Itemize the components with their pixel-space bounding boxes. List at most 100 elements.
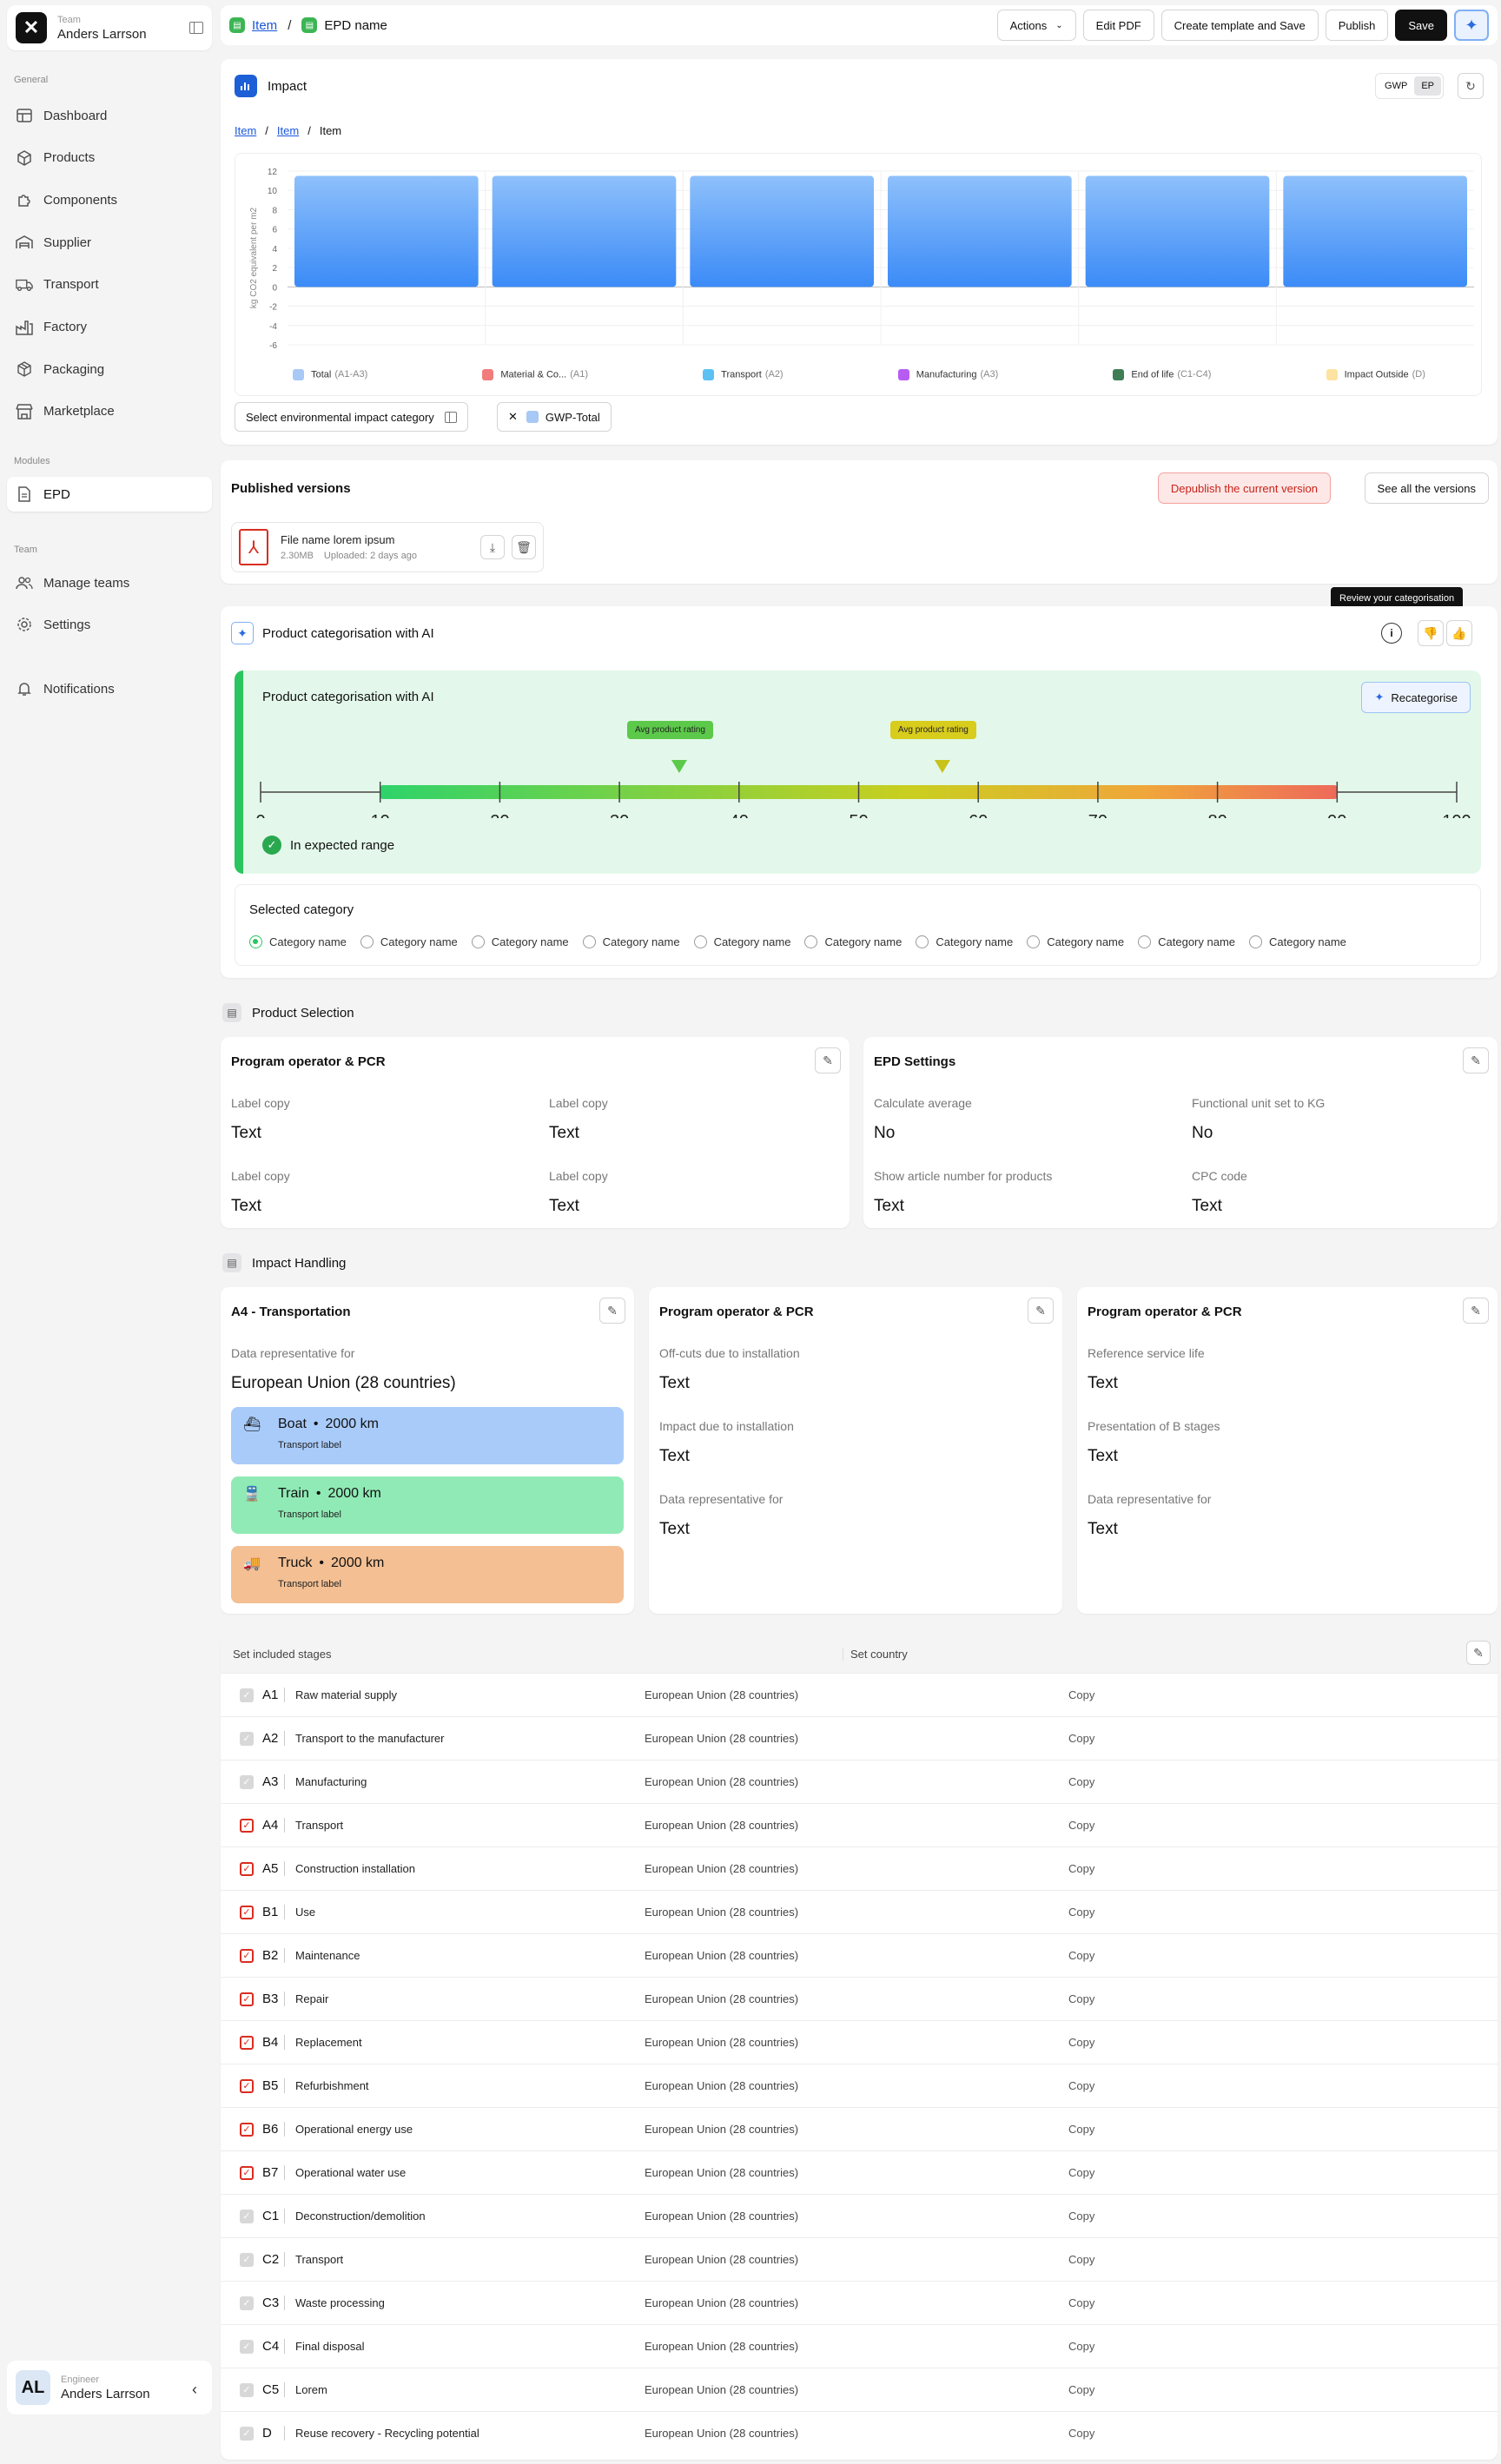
stage-checkbox[interactable]: ✓ bbox=[240, 1774, 254, 1789]
team-switcher[interactable]: ✕ Team Anders Larrson bbox=[7, 5, 212, 50]
copy-link[interactable]: Copy bbox=[1068, 1688, 1095, 1701]
stage-checkbox[interactable]: ✓ bbox=[240, 1992, 254, 2006]
stage-checkbox[interactable]: ✓ bbox=[240, 1905, 254, 1919]
category-radio[interactable]: Category name bbox=[1027, 935, 1124, 948]
copy-link[interactable]: Copy bbox=[1068, 1906, 1095, 1919]
edit-button[interactable]: ✎ bbox=[599, 1298, 625, 1324]
delete-button[interactable]: 🗑 bbox=[512, 535, 536, 559]
close-icon[interactable]: ✕ bbox=[508, 410, 518, 423]
stage-country[interactable]: European Union (28 countries) bbox=[645, 2210, 799, 2223]
sidebar-item-notifications[interactable]: Notifications bbox=[7, 671, 212, 706]
stage-country[interactable]: European Union (28 countries) bbox=[645, 2340, 799, 2353]
breadcrumb-link[interactable]: Item bbox=[235, 124, 257, 137]
stage-checkbox[interactable]: ✓ bbox=[240, 2209, 254, 2223]
edit-pdf-button[interactable]: Edit PDF bbox=[1082, 10, 1154, 41]
stage-country[interactable]: European Union (28 countries) bbox=[645, 2427, 799, 2440]
stage-country[interactable]: European Union (28 countries) bbox=[645, 1949, 799, 1962]
sidebar-item-marketplace[interactable]: Marketplace bbox=[7, 394, 212, 429]
sidebar-item-supplier[interactable]: Supplier bbox=[7, 225, 212, 260]
breadcrumb-link[interactable]: Item bbox=[276, 124, 300, 137]
category-radio[interactable]: Category name bbox=[582, 935, 680, 948]
breadcrumb-item-link[interactable]: Item bbox=[252, 17, 278, 33]
stage-country[interactable]: European Union (28 countries) bbox=[645, 2079, 799, 2092]
sidebar-item-components[interactable]: Components bbox=[7, 182, 212, 217]
copy-link[interactable]: Copy bbox=[1068, 2427, 1095, 2440]
category-radio[interactable]: Category name bbox=[693, 935, 790, 948]
stage-checkbox[interactable]: ✓ bbox=[240, 2078, 254, 2093]
see-all-versions-button[interactable]: See all the versions bbox=[1364, 472, 1489, 504]
radio-button[interactable] bbox=[1138, 935, 1152, 948]
stage-checkbox[interactable]: ✓ bbox=[240, 2426, 254, 2441]
sidebar-item-packaging[interactable]: Packaging bbox=[7, 352, 212, 386]
stage-checkbox[interactable]: ✓ bbox=[240, 1948, 254, 1963]
edit-button[interactable]: ✎ bbox=[1463, 1047, 1489, 1073]
bar-4[interactable] bbox=[1085, 175, 1270, 287]
stage-country[interactable]: European Union (28 countries) bbox=[645, 2253, 799, 2266]
stage-checkbox[interactable]: ✓ bbox=[240, 2252, 254, 2267]
transport-mode-train[interactable]: 🚆 Train • 2000 km Transport label bbox=[231, 1476, 624, 1534]
copy-link[interactable]: Copy bbox=[1068, 1819, 1095, 1832]
radio-button[interactable] bbox=[1027, 935, 1041, 948]
radio-button[interactable] bbox=[249, 935, 262, 948]
copy-link[interactable]: Copy bbox=[1068, 2253, 1095, 2266]
copy-link[interactable]: Copy bbox=[1068, 2296, 1095, 2309]
recategorise-button[interactable]: ✦ Recategorise bbox=[1361, 682, 1471, 713]
copy-link[interactable]: Copy bbox=[1068, 2079, 1095, 2092]
bar-1[interactable] bbox=[492, 175, 677, 287]
copy-link[interactable]: Copy bbox=[1068, 1775, 1095, 1788]
legend-item[interactable]: Impact Outside (D) bbox=[1326, 369, 1425, 380]
radio-button[interactable] bbox=[1249, 935, 1263, 948]
category-radio[interactable]: Category name bbox=[804, 935, 902, 948]
stage-country[interactable]: European Union (28 countries) bbox=[645, 2296, 799, 2309]
bar-3[interactable] bbox=[888, 175, 1072, 287]
category-radio[interactable]: Category name bbox=[360, 935, 458, 948]
info-icon[interactable]: i bbox=[1381, 623, 1402, 644]
stage-checkbox[interactable]: ✓ bbox=[240, 1861, 254, 1876]
sidebar-item-epd[interactable]: EPD bbox=[7, 477, 212, 512]
sidebar-item-dashboard[interactable]: Dashboard bbox=[7, 98, 212, 133]
refresh-button[interactable]: ↻ bbox=[1458, 73, 1484, 99]
sidebar-item-transport[interactable]: Transport bbox=[7, 268, 212, 302]
category-radio[interactable]: Category name bbox=[1138, 935, 1235, 948]
edit-button[interactable]: ✎ bbox=[1463, 1298, 1489, 1324]
sidebar-item-factory[interactable]: Factory bbox=[7, 310, 212, 345]
stage-country[interactable]: European Union (28 countries) bbox=[645, 2123, 799, 2136]
stage-country[interactable]: European Union (28 countries) bbox=[645, 2383, 799, 2396]
copy-link[interactable]: Copy bbox=[1068, 2166, 1095, 2179]
stage-country[interactable]: European Union (28 countries) bbox=[645, 2166, 799, 2179]
legend-item[interactable]: Material & Co... (A1) bbox=[482, 369, 588, 380]
stage-country[interactable]: European Union (28 countries) bbox=[645, 1732, 799, 1745]
legend-item[interactable]: Transport (A2) bbox=[703, 369, 784, 380]
sidebar-item-products[interactable]: Products bbox=[7, 141, 212, 175]
thumbs-up-button[interactable]: 👍 bbox=[1446, 620, 1472, 646]
sidebar-item-manage-teams[interactable]: Manage teams bbox=[7, 565, 212, 600]
download-button[interactable]: ⤓ bbox=[480, 535, 505, 559]
radio-button[interactable] bbox=[804, 935, 818, 948]
sidebar-item-settings[interactable]: Settings bbox=[7, 607, 212, 642]
legend-item[interactable]: Total (A1-A3) bbox=[293, 369, 367, 380]
transport-mode-truck[interactable]: 🚚 Truck • 2000 km Transport label bbox=[231, 1546, 624, 1603]
transport-mode-boat[interactable]: ⛴ Boat • 2000 km Transport label bbox=[231, 1407, 624, 1464]
stage-checkbox[interactable]: ✓ bbox=[240, 1688, 254, 1702]
stage-checkbox[interactable]: ✓ bbox=[240, 2165, 254, 2180]
stage-country[interactable]: European Union (28 countries) bbox=[645, 1688, 799, 1701]
bar-5[interactable] bbox=[1283, 175, 1467, 287]
copy-link[interactable]: Copy bbox=[1068, 2383, 1095, 2396]
stage-country[interactable]: European Union (28 countries) bbox=[645, 1906, 799, 1919]
create-template-button[interactable]: Create template and Save bbox=[1160, 10, 1319, 41]
sidebar-toggle-icon[interactable] bbox=[189, 22, 203, 34]
radio-button[interactable] bbox=[360, 935, 374, 948]
radio-button[interactable] bbox=[916, 935, 929, 948]
stage-checkbox[interactable]: ✓ bbox=[240, 2035, 254, 2050]
stage-checkbox[interactable]: ✓ bbox=[240, 2339, 254, 2354]
category-radio[interactable]: Category name bbox=[1249, 935, 1346, 948]
copy-link[interactable]: Copy bbox=[1068, 1862, 1095, 1875]
bar-2[interactable] bbox=[690, 175, 874, 287]
stage-country[interactable]: European Union (28 countries) bbox=[645, 1992, 799, 2005]
radio-button[interactable] bbox=[582, 935, 596, 948]
stage-checkbox[interactable]: ✓ bbox=[240, 1818, 254, 1833]
legend-item[interactable]: Manufacturing (A3) bbox=[897, 369, 998, 380]
copy-link[interactable]: Copy bbox=[1068, 2210, 1095, 2223]
collapse-sidebar-button[interactable]: ‹ bbox=[179, 2374, 210, 2405]
gwp-total-chip[interactable]: ✕ GWP-Total bbox=[497, 402, 612, 432]
